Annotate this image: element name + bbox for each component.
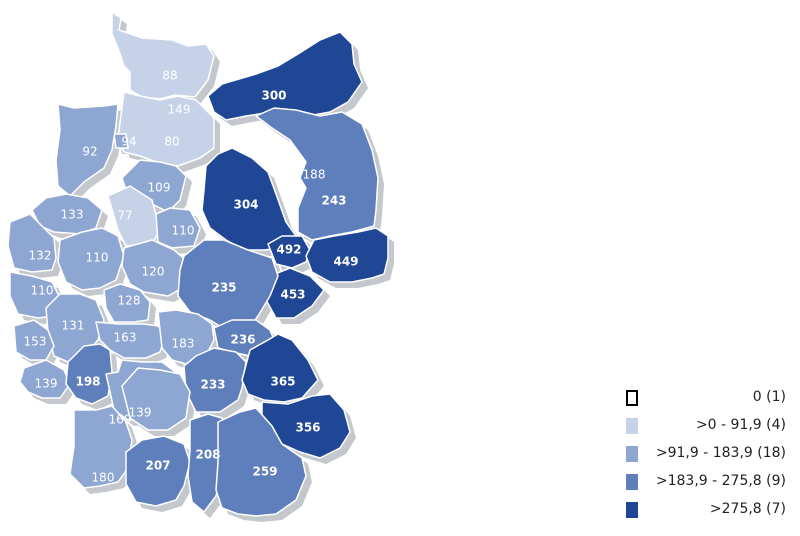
region-value-label: 208 xyxy=(195,448,220,462)
region-value-label: 453 xyxy=(280,288,305,302)
region-area xyxy=(125,435,191,507)
region-value-label: 92 xyxy=(82,145,97,159)
region-value-label: 365 xyxy=(270,375,295,389)
region-value-label: 88 xyxy=(162,69,177,83)
region-value-labels: 88 149 80 94 92 300 188 243 109 77 133 110 304 132 110… xyxy=(24,69,359,485)
region-area xyxy=(241,333,319,403)
region-area xyxy=(117,91,215,167)
region-area xyxy=(19,359,71,399)
region-value-label: 235 xyxy=(211,281,236,295)
region-value-label: 183 xyxy=(172,337,195,351)
region-area xyxy=(57,227,125,291)
region-value-label: 243 xyxy=(321,194,346,208)
region-area xyxy=(305,227,389,283)
region-value-label: 110 xyxy=(86,251,109,265)
legend-item: >91,9 - 183,9 (18) xyxy=(620,442,792,470)
region-value-label: 149 xyxy=(168,103,191,117)
region-area xyxy=(215,407,307,517)
region-area xyxy=(7,213,57,273)
region-value-label: 120 xyxy=(142,265,165,279)
legend-item: >275,8 (7) xyxy=(620,498,792,526)
region-area xyxy=(107,185,161,247)
legend-item: 0 (1) xyxy=(620,386,792,414)
region-value-label: 110 xyxy=(172,224,195,238)
region-area xyxy=(113,133,129,149)
region-value-label: 133 xyxy=(61,208,84,222)
region-value-label: 449 xyxy=(333,255,358,269)
region-value-label: 304 xyxy=(233,198,258,212)
region-area xyxy=(69,405,133,489)
region-area xyxy=(111,11,215,100)
region-value-label: 163 xyxy=(114,331,137,345)
legend-swatch xyxy=(626,418,638,434)
region-value-label: 139 xyxy=(129,406,152,420)
region-area xyxy=(177,239,279,333)
region-value-label: 110 xyxy=(31,284,54,298)
region-value-label: 492 xyxy=(276,243,301,257)
region-value-label: 153 xyxy=(24,335,47,349)
legend-item: >0 - 91,9 (4) xyxy=(620,414,792,442)
legend-label: >183,9 - 275,8 (9) xyxy=(655,473,786,489)
region-value-label: 109 xyxy=(148,181,171,195)
legend-label: 0 (1) xyxy=(752,389,786,405)
region-area xyxy=(55,103,119,197)
region-area xyxy=(31,193,103,235)
region-value-label: 233 xyxy=(200,378,225,392)
region-area xyxy=(95,321,167,359)
region-value-label: 259 xyxy=(252,465,277,479)
legend-swatch-empty xyxy=(626,390,638,406)
legend: 0 (1) >0 - 91,9 (4) >91,9 - 183,9 (18) >… xyxy=(620,386,792,526)
region-value-label: 188 xyxy=(303,168,326,182)
region-value-label: 132 xyxy=(29,249,52,263)
region-area xyxy=(121,239,189,297)
legend-swatch xyxy=(626,474,638,490)
region-layer xyxy=(7,11,389,517)
legend-label: >275,8 (7) xyxy=(709,501,786,517)
region-area xyxy=(255,107,379,241)
region-value-label: 207 xyxy=(145,459,170,473)
region-value-label: 180 xyxy=(92,471,115,485)
region-value-label: 236 xyxy=(230,333,255,347)
region-value-label: 128 xyxy=(118,294,141,308)
region-area xyxy=(265,267,325,319)
legend-swatch xyxy=(626,446,638,462)
region-area xyxy=(121,367,191,431)
region-value-label: 139 xyxy=(35,377,58,391)
region-value-label: 356 xyxy=(295,421,320,435)
legend-swatch xyxy=(626,502,638,518)
legend-label: >0 - 91,9 (4) xyxy=(695,417,786,433)
region-value-label: 169 xyxy=(109,413,132,427)
region-value-label: 131 xyxy=(62,319,85,333)
region-value-label: 94 xyxy=(121,135,136,149)
region-area xyxy=(207,31,363,121)
region-area xyxy=(103,283,151,323)
legend-label: >91,9 - 183,9 (18) xyxy=(655,445,786,461)
region-value-label: 80 xyxy=(164,135,179,149)
region-value-label: 300 xyxy=(261,89,286,103)
region-area xyxy=(183,347,247,413)
legend-item: >183,9 - 275,8 (9) xyxy=(620,470,792,498)
region-area xyxy=(13,319,55,361)
region-value-label: 198 xyxy=(75,375,100,389)
region-value-label: 77 xyxy=(117,209,132,223)
